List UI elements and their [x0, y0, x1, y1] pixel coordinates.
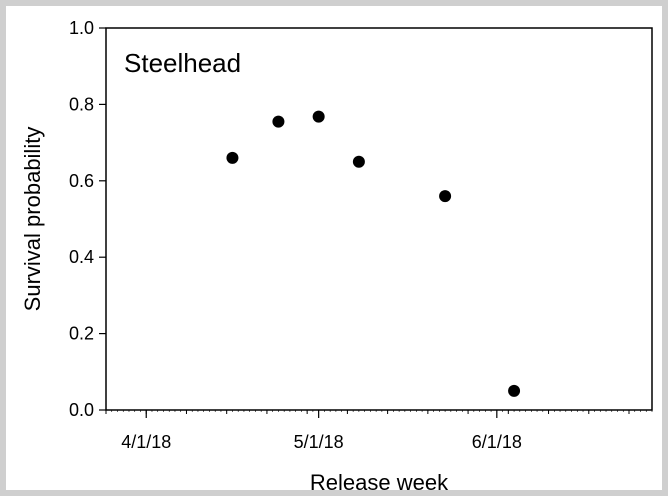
y-tick-label: 0.6 [69, 171, 94, 191]
y-tick-label: 0.8 [69, 94, 94, 114]
data-point [226, 151, 239, 164]
y-tick-label: 0.0 [69, 400, 94, 420]
panel-title: Steelhead [124, 48, 241, 78]
x-axis-label: Release week [310, 470, 449, 495]
y-tick-label: 0.2 [69, 324, 94, 344]
y-tick-label: 0.4 [69, 247, 94, 267]
inner-canvas [6, 6, 662, 490]
x-tick-label: 5/1/18 [294, 432, 344, 452]
data-point [352, 155, 365, 168]
y-axis-label: Survival probability [20, 127, 45, 312]
y-tick-label: 1.0 [69, 18, 94, 38]
x-tick-label: 4/1/18 [121, 432, 171, 452]
data-point [272, 115, 285, 128]
x-tick-label: 6/1/18 [472, 432, 522, 452]
data-point [508, 384, 521, 397]
plot-area [105, 27, 653, 411]
y-axis-ticks: 0.0 0.2 0.4 0.6 0.8 1.0 [69, 18, 106, 420]
x-axis-ticks: 4/1/18 5/1/18 6/1/18 [105, 410, 653, 452]
data-point [439, 190, 452, 203]
data-points [226, 110, 521, 397]
data-point [312, 110, 325, 123]
